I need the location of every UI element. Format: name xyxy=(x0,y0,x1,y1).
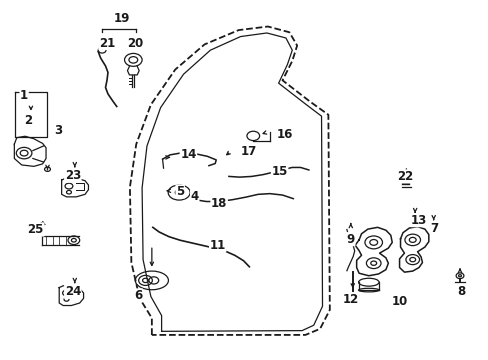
Text: 4: 4 xyxy=(190,190,199,203)
Text: 6: 6 xyxy=(134,289,142,302)
Text: 17: 17 xyxy=(240,145,256,158)
Text: 24: 24 xyxy=(64,285,81,298)
Text: 8: 8 xyxy=(456,285,465,298)
Text: 13: 13 xyxy=(410,214,427,227)
Text: 14: 14 xyxy=(180,148,196,161)
Text: 15: 15 xyxy=(271,165,287,177)
Text: 9: 9 xyxy=(346,233,354,246)
Text: 21: 21 xyxy=(99,36,115,50)
Text: 5: 5 xyxy=(176,185,184,198)
Text: 2: 2 xyxy=(24,114,33,127)
Text: 1: 1 xyxy=(20,89,28,102)
Text: 16: 16 xyxy=(276,127,292,141)
Text: 23: 23 xyxy=(64,169,81,182)
Text: 20: 20 xyxy=(126,36,142,50)
Text: 18: 18 xyxy=(210,197,227,210)
Text: 11: 11 xyxy=(209,239,225,252)
Text: 25: 25 xyxy=(27,223,44,236)
Text: 12: 12 xyxy=(342,293,358,306)
Text: 10: 10 xyxy=(390,295,407,308)
Text: 7: 7 xyxy=(430,222,438,235)
Text: 19: 19 xyxy=(113,12,129,25)
Text: 22: 22 xyxy=(396,170,413,183)
Text: 3: 3 xyxy=(54,124,62,137)
